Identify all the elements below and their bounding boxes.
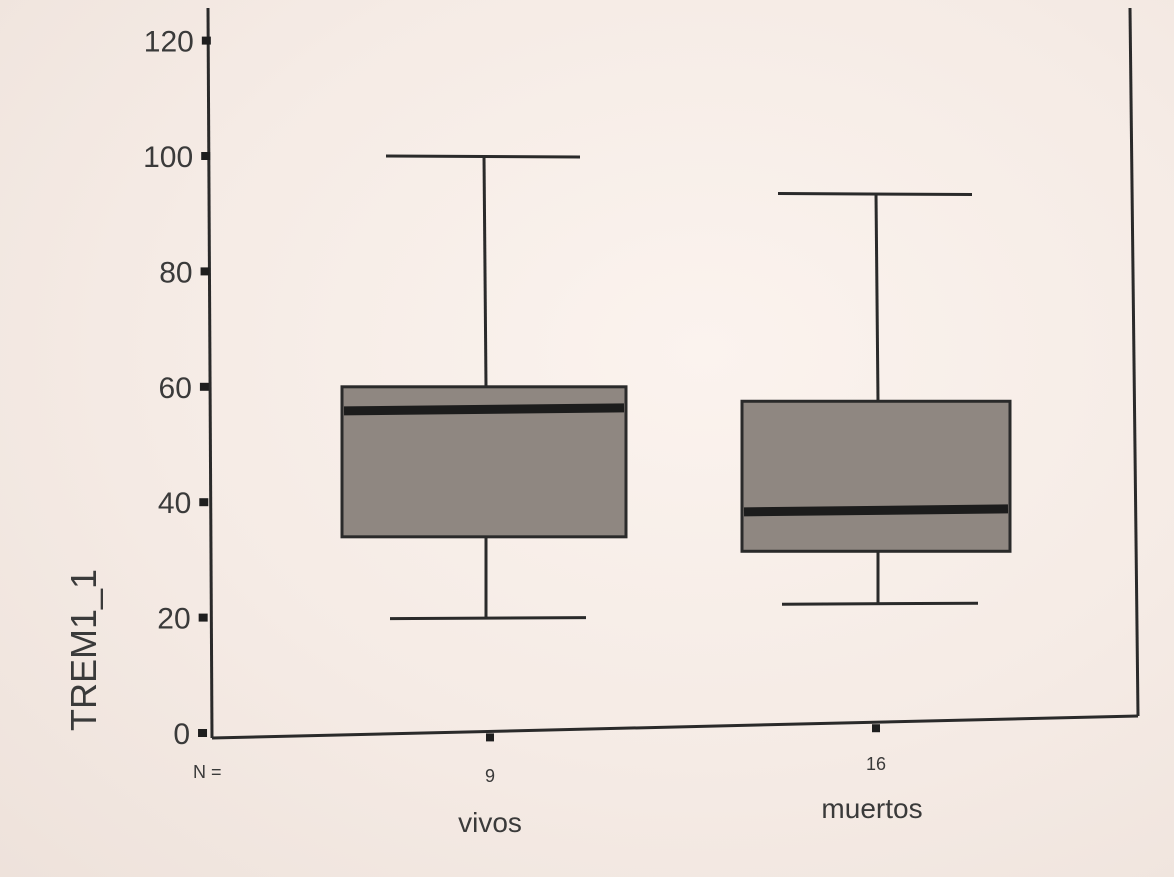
n-value-vivos: 9 [485,766,495,786]
y-axis-title: TREM1_1 [63,569,104,731]
y-tick-label-120: 120 [144,26,194,59]
x-axis-line [211,714,1139,740]
y-tick-label-20: 20 [157,603,190,636]
y-tick-20 [198,613,208,622]
n-label: N = [193,762,222,782]
y-tick-label-40: 40 [158,487,191,520]
x-tick-vivos [486,733,494,742]
y-tick-100 [201,152,211,160]
y-tick-label-100: 100 [143,141,193,174]
category-label-muertos: muertos [821,793,922,824]
y-tick-label-60: 60 [159,372,192,405]
y-tick-40 [199,498,209,507]
right-frame-line [1128,7,1140,717]
y-axis-line [206,7,214,739]
y-tick-60 [199,382,209,391]
n-value-muertos: 16 [866,754,886,774]
max-cap-muertos [777,192,973,197]
y-tick-label-80: 80 [159,256,192,289]
y-tick-label-0: 0 [173,718,190,751]
y-tick-120 [201,36,211,45]
box-vivos [340,154,628,621]
iqr-box-muertos [740,399,1012,553]
upper-whisker-vivos [482,155,488,387]
upper-whisker-muertos [874,193,880,402]
min-cap-muertos [781,601,979,606]
box-muertos [740,192,1012,606]
median-line-muertos [743,504,1009,517]
category-label-vivos: vivos [458,807,522,838]
y-tick-80 [200,267,210,276]
min-cap-vivos [389,616,587,621]
y-tick-0 [198,729,208,737]
max-cap-vivos [385,154,581,159]
median-line-vivos [343,403,625,416]
x-tick-muertos [872,724,880,733]
